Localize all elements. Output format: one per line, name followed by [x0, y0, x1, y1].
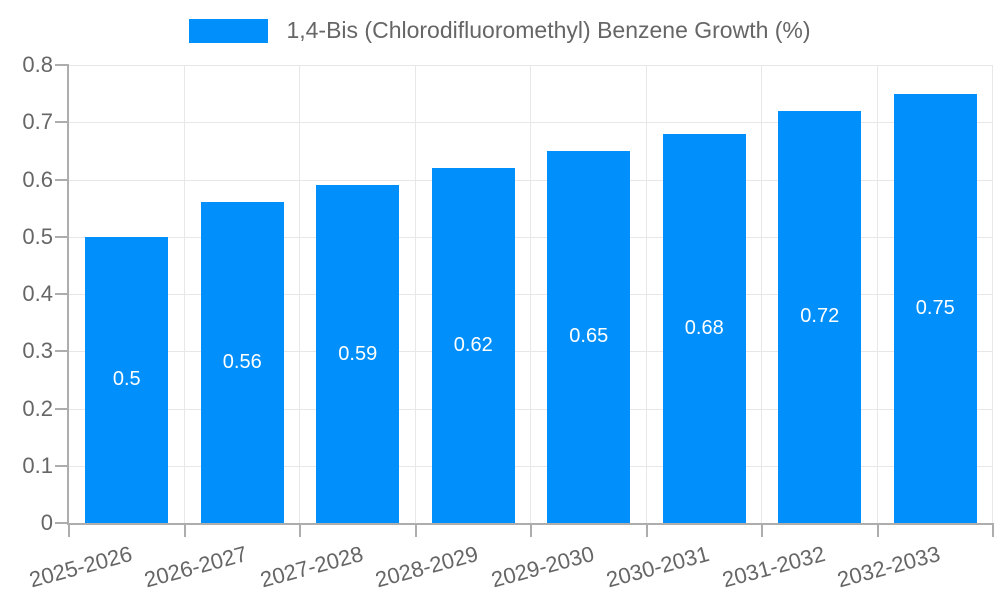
y-tick-label: 0.4 — [22, 281, 53, 306]
vertical-gridline — [992, 65, 993, 523]
x-tick-mark — [68, 523, 70, 537]
bar-value-label: 0.65 — [569, 325, 609, 348]
x-tick-mark — [414, 523, 417, 537]
x-tick-label: 2031-2032 — [719, 541, 828, 593]
horizontal-gridline — [69, 408, 993, 410]
x-tick-mark — [992, 523, 994, 537]
horizontal-gridline — [69, 465, 993, 467]
bar-value-label: 0.59 — [338, 342, 378, 365]
x-tick-label: 2027-2028 — [257, 541, 366, 593]
x-tick-mark — [299, 523, 301, 537]
bar-value-label: 0.72 — [800, 305, 840, 328]
bar: 0.72 — [778, 110, 862, 523]
y-tick-mark — [55, 64, 69, 66]
x-tick-mark — [876, 523, 879, 537]
horizontal-gridline — [69, 351, 993, 353]
y-tick-mark — [55, 407, 69, 410]
y-tick-label: 0.3 — [22, 338, 53, 364]
y-tick-label: 0.6 — [22, 166, 53, 192]
bar: 0.56 — [200, 202, 284, 523]
y-tick-mark — [55, 178, 69, 181]
x-tick-mark — [645, 523, 648, 537]
y-tick-label: 0.1 — [22, 452, 53, 478]
bar: 0.75 — [893, 93, 977, 523]
y-tick-label: 0.2 — [22, 395, 53, 421]
vertical-gridline — [183, 65, 185, 523]
vertical-gridline — [299, 65, 300, 523]
plot-area: 0.5 0.56 0.59 0.62 0.65 0.68 0.72 0.75 — [69, 65, 993, 523]
y-tick-label: 0.7 — [22, 109, 53, 135]
legend-series-label: 1,4-Bis (Chlorodifluoromethyl) Benzene G… — [286, 17, 811, 43]
bar-value-label: 0.68 — [684, 316, 724, 339]
x-tick-label: 2025-2026 — [26, 541, 135, 593]
bar-value-label: 0.75 — [915, 296, 955, 319]
legend[interactable]: 1,4-Bis (Chlorodifluoromethyl) Benzene G… — [0, 17, 1000, 44]
bar: 0.65 — [547, 150, 631, 523]
x-tick-label: 2029-2030 — [488, 541, 597, 593]
bar-value-label: 0.62 — [453, 334, 493, 357]
vertical-gridline — [761, 65, 762, 523]
vertical-gridline — [876, 65, 878, 523]
horizontal-gridline — [69, 236, 993, 238]
horizontal-gridline — [69, 65, 993, 66]
y-axis-line — [67, 65, 69, 523]
y-tick-mark — [55, 522, 69, 524]
x-tick-label: 2028-2029 — [372, 541, 481, 593]
x-tick-mark — [761, 523, 763, 537]
y-tick-mark — [55, 293, 69, 295]
x-tick-label: 2026-2027 — [141, 541, 250, 593]
y-tick-mark — [55, 235, 69, 238]
bar: 0.59 — [316, 185, 400, 523]
bar-value-label: 0.56 — [222, 351, 262, 374]
y-tick-label: 0.5 — [22, 223, 53, 249]
x-tick-label: 2032-2033 — [834, 541, 943, 593]
bar-value-label: 0.5 — [112, 368, 141, 391]
legend-marker-swatch — [189, 18, 269, 43]
y-tick-mark — [55, 121, 69, 124]
x-tick-label: 2030-2031 — [603, 541, 712, 593]
horizontal-gridline — [69, 122, 993, 124]
bar: 0.68 — [662, 133, 746, 523]
y-tick-label: 0.8 — [22, 52, 53, 77]
vertical-gridline — [645, 65, 647, 523]
bar: 0.5 — [85, 236, 169, 523]
vertical-gridline — [530, 65, 531, 523]
horizontal-gridline — [69, 179, 993, 181]
vertical-gridline — [414, 65, 416, 523]
bar: 0.62 — [431, 168, 515, 523]
x-tick-mark — [183, 523, 186, 537]
y-tick-mark — [55, 464, 69, 467]
y-tick-mark — [55, 350, 69, 353]
horizontal-gridline — [69, 294, 993, 295]
y-tick-label: 0 — [40, 510, 53, 535]
x-tick-mark — [530, 523, 532, 537]
